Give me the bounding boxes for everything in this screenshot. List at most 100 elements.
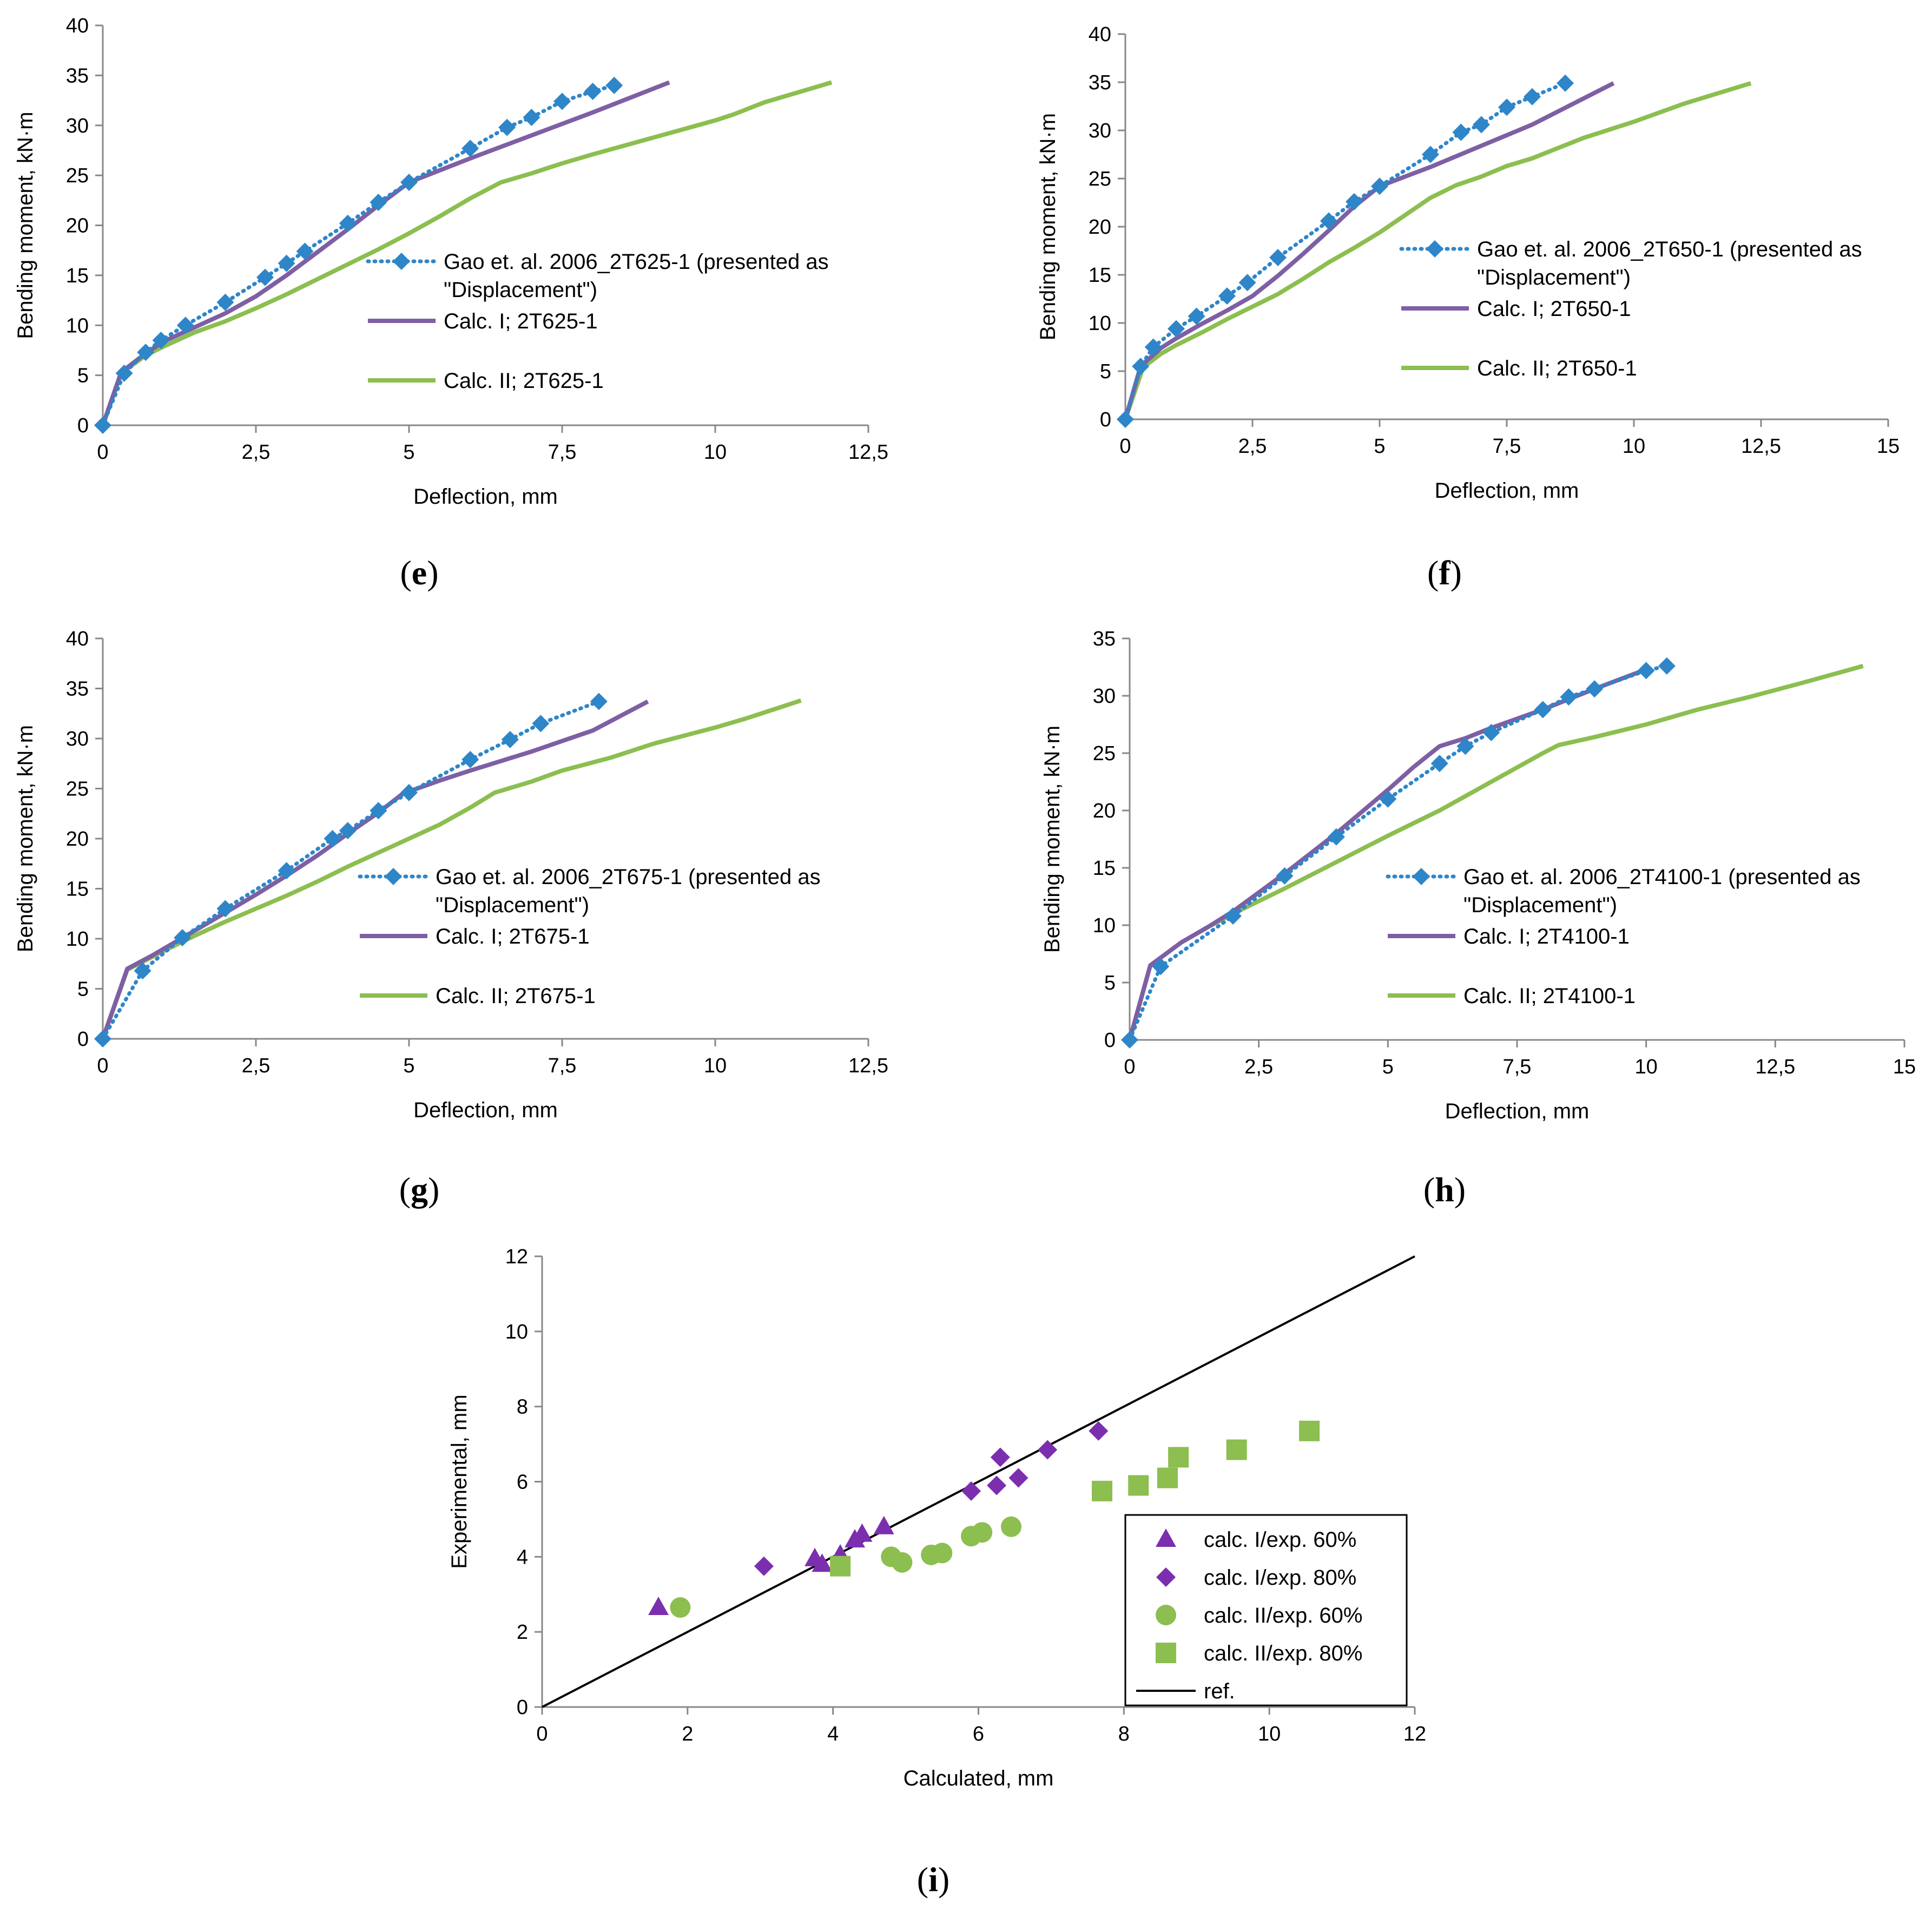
- y-tick-label: 30: [1093, 685, 1116, 708]
- experimental-data-point: [1456, 737, 1474, 755]
- experimental-data-point: [1422, 146, 1439, 163]
- y-tick-label: 0: [77, 1028, 89, 1051]
- x-tick-label: 10: [1258, 1723, 1281, 1745]
- x-tick-label: 7,5: [548, 1055, 577, 1077]
- legend-label: ref.: [1204, 1679, 1235, 1703]
- x-tick-label: 2: [682, 1723, 693, 1745]
- experimental-data-point: [1117, 411, 1134, 428]
- experimental-data-point: [1188, 307, 1205, 325]
- calc-ii-series-line: [101, 698, 802, 1040]
- experimental-data-point: [1482, 723, 1500, 741]
- experimental-data-point: [501, 730, 519, 748]
- y-tick-label: 20: [1089, 216, 1111, 239]
- x-tick-label: 7,5: [1493, 435, 1521, 458]
- y-tick-label: 25: [66, 778, 89, 801]
- x-tick-label: 5: [403, 1055, 414, 1077]
- y-tick-label: 15: [1093, 857, 1116, 880]
- y-tick-label: 10: [1089, 312, 1111, 335]
- y-tick-label: 40: [66, 628, 89, 650]
- triangle-data-point: [852, 1523, 873, 1542]
- x-tick-label: 7,5: [548, 441, 577, 464]
- x-axis-title: Deflection, mm: [1445, 1099, 1590, 1123]
- x-tick-label: 5: [1374, 435, 1385, 458]
- experimental-data-point: [1371, 177, 1388, 195]
- y-tick-label: 20: [66, 828, 89, 851]
- experimental-data-point: [1320, 212, 1337, 230]
- legend-label-calc-ii: Calc. II; 2T650-1: [1477, 357, 1637, 380]
- experimental-data-point: [1144, 338, 1162, 356]
- x-tick-label: 0: [1124, 1056, 1135, 1078]
- diamond-data-point: [987, 1475, 1007, 1495]
- legend-label-experimental: Gao et. al. 2006_2T4100-1 (presented as "…: [1463, 865, 1861, 917]
- experimental-data-point: [176, 317, 194, 334]
- y-tick-label: 15: [66, 878, 89, 901]
- experimental-data-point: [174, 929, 192, 947]
- experimental-data-point: [1346, 193, 1363, 210]
- experimental-data-point: [1637, 662, 1655, 680]
- experimental-data-point: [134, 962, 151, 980]
- y-tick-label: 35: [66, 678, 89, 701]
- calc-ii-series-line: [101, 80, 833, 426]
- experimental-data-point: [278, 862, 295, 880]
- y-axis-title: Bending moment, kN·m: [14, 111, 37, 339]
- panel-label: (f): [1427, 553, 1462, 592]
- experimental-data-point: [152, 331, 170, 349]
- experimental-data-point: [278, 254, 295, 272]
- experimental-data-point: [94, 1030, 111, 1047]
- experimental-data-point: [1238, 274, 1256, 292]
- x-tick-label: 0: [97, 1055, 108, 1077]
- chart-g: 0 2,5 5 7,5 10 12,5 0 5 10 15 20 25 30 35 40 Deflection…: [14, 628, 888, 1209]
- x-tick-label: 2,5: [1238, 435, 1267, 458]
- experimental-data-point: [1218, 287, 1236, 305]
- x-tick-label: 12,5: [848, 441, 888, 464]
- y-tick-label: 10: [505, 1321, 528, 1343]
- experimental-data-point: [1224, 907, 1242, 925]
- x-tick-label: 4: [827, 1723, 839, 1745]
- diamond-data-point: [1008, 1468, 1028, 1488]
- triangle-data-point: [812, 1553, 833, 1572]
- legend-label: calc. I/exp. 80%: [1204, 1566, 1356, 1590]
- experimental-data-point: [324, 830, 341, 847]
- legend-marker-triangle: [1156, 1528, 1176, 1547]
- legend-label: calc. II/exp. 60%: [1204, 1604, 1362, 1627]
- experimental-data-point: [1152, 958, 1170, 976]
- legend-label-calc-ii: Calc. II; 2T4100-1: [1463, 984, 1636, 1008]
- x-tick-label: 12,5: [1755, 1056, 1795, 1078]
- x-tick-label: 0: [536, 1723, 548, 1745]
- reference-line: [542, 1255, 1415, 1708]
- square-data-point: [1226, 1439, 1247, 1460]
- experimental-data-point: [584, 82, 602, 100]
- calc-i-series-line: [1127, 667, 1647, 1041]
- panel-label: (g): [399, 1170, 440, 1209]
- experimental-data-point: [400, 783, 418, 801]
- y-tick-label: 10: [66, 928, 89, 951]
- experimental-data-point: [370, 802, 387, 820]
- legend-label-calc-i: Calc. I; 2T675-1: [436, 925, 590, 948]
- square-data-point: [1128, 1475, 1149, 1496]
- x-axis-title: Deflection, mm: [413, 1098, 558, 1122]
- x-axis-title: Deflection, mm: [1435, 479, 1579, 503]
- x-tick-label: 2,5: [242, 1055, 271, 1077]
- y-tick-label: 8: [517, 1396, 528, 1419]
- x-tick-label: 5: [403, 441, 414, 464]
- x-tick-label: 12,5: [1741, 435, 1781, 458]
- experimental-data-point: [532, 715, 550, 733]
- experimental-data-point: [1276, 867, 1294, 885]
- y-tick-label: 35: [66, 64, 89, 87]
- y-tick-label: 0: [1104, 1029, 1116, 1052]
- experimental-data-point: [339, 822, 357, 840]
- legend-label-calc-i: Calc. I; 2T625-1: [444, 309, 598, 333]
- experimental-data-point: [461, 140, 479, 157]
- x-tick-label: 10: [704, 1055, 727, 1077]
- legend-marker-experimental: [1413, 868, 1430, 885]
- experimental-data-point: [605, 76, 623, 94]
- y-tick-label: 12: [505, 1246, 528, 1268]
- square-data-point: [1168, 1447, 1189, 1468]
- experimental-data-point: [1132, 358, 1150, 375]
- x-axis-title: Calculated, mm: [904, 1767, 1054, 1790]
- legend-marker-diamond: [1156, 1567, 1176, 1587]
- experimental-data-point: [1524, 88, 1541, 106]
- legend-label-calc-i: Calc. I; 2T4100-1: [1463, 925, 1630, 948]
- experimental-data-point: [1452, 123, 1470, 141]
- square-data-point: [1092, 1480, 1113, 1501]
